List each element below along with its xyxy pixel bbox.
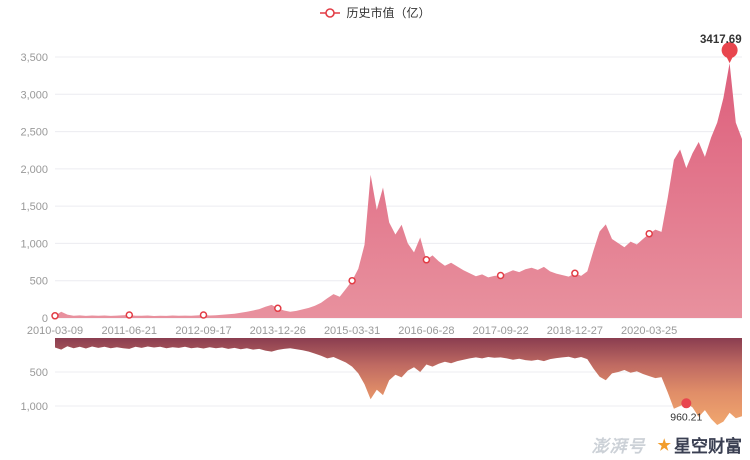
x-axis-label: 2013-12-26 (250, 325, 306, 337)
x-axis-label: 2016-06-28 (398, 325, 454, 337)
data-point-marker[interactable] (348, 276, 356, 285)
x-axis-label: 2012-09-17 (175, 325, 231, 337)
data-point-marker[interactable] (645, 229, 653, 238)
mirror-area-series[interactable] (55, 338, 742, 425)
x-axis-label: 2011-06-21 (102, 325, 157, 337)
y-axis-label: 0 (42, 313, 48, 325)
data-point-marker[interactable] (496, 271, 505, 280)
x-axis-label: 2018-12-27 (547, 325, 603, 337)
peak-value-label: 3417.69 (700, 34, 742, 46)
y-axis-label: 2,000 (20, 164, 48, 176)
y-axis-label: 1,000 (20, 401, 48, 413)
data-point-marker[interactable] (51, 312, 59, 320)
data-point-marker[interactable] (274, 304, 282, 313)
mirror-value-label: 960.21 (670, 411, 702, 423)
y-axis-label: 500 (30, 367, 48, 379)
data-point-marker[interactable] (422, 256, 431, 264)
tick-markers[interactable] (51, 229, 653, 320)
y-axis-label: 1,500 (20, 201, 48, 213)
y-axis-label: 1,000 (20, 238, 48, 250)
legend-line-marker-icon (320, 7, 341, 18)
x-axis-label: 2020-03-25 (621, 325, 677, 337)
peak-pin-icon[interactable] (721, 42, 738, 64)
y-axis-label: 3,500 (20, 52, 48, 64)
pengpai-platform-logo: 澎湃号 (591, 437, 646, 456)
x-axis-label: 2015-03-31 (324, 325, 380, 337)
brand-name: 星空财富 (674, 437, 742, 456)
market-cap-area-chart[interactable]: 0 500 1,000 1,500 2,000 2,500 3,000 3,500 2010-0… (0, 0, 750, 338)
y-axis-label: 500 (30, 276, 48, 288)
x-axis-label: 2010-03-09 (27, 325, 83, 337)
mirror-marker[interactable] (681, 398, 692, 409)
watermark: 澎湃号 ★ 星空财富 (592, 432, 742, 457)
data-point-marker[interactable] (571, 269, 579, 278)
x-axis-label: 2017-09-22 (472, 325, 528, 337)
mirrored-secondary-chart[interactable]: 500 1,000 960.21 (0, 338, 750, 460)
brand-logo: ★ 星空财富 (658, 432, 742, 457)
y-axis-label: 2,500 (20, 127, 48, 139)
data-point-marker[interactable] (199, 311, 208, 319)
data-point-marker[interactable] (125, 311, 134, 319)
y-axis-label: 3,000 (20, 89, 48, 101)
star-icon: ★ (657, 436, 671, 454)
legend[interactable]: 历史市值（亿） (0, 4, 750, 21)
legend-label: 历史市值（亿） (346, 6, 431, 20)
area-series[interactable] (55, 63, 742, 318)
